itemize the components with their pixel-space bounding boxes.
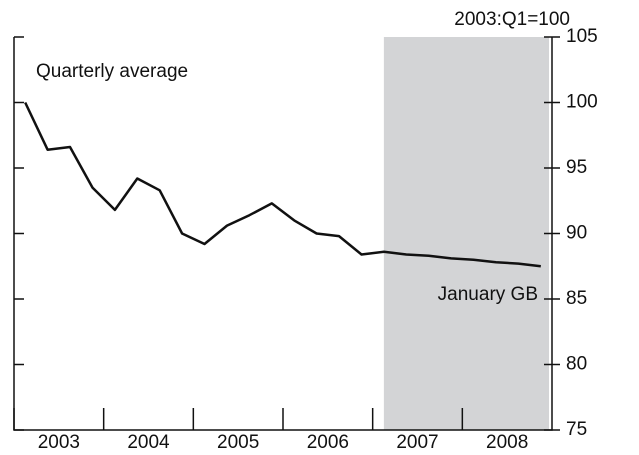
y-tick-label: 85 — [566, 288, 587, 309]
annotation: January GB — [438, 284, 538, 305]
x-tick-label: 2005 — [217, 432, 259, 453]
x-tick-label: 2006 — [307, 432, 349, 453]
y-tick-label: 95 — [566, 157, 587, 178]
y-axis-label: 2003:Q1=100 — [454, 9, 570, 30]
y-tick-label: 105 — [566, 26, 598, 47]
x-tick-label: 2003 — [38, 432, 80, 453]
x-tick-label: 2008 — [486, 432, 528, 453]
x-tick-label: 2004 — [127, 432, 170, 453]
annotation: Quarterly average — [36, 61, 188, 82]
y-tick-label: 75 — [566, 419, 587, 440]
y-tick-label: 100 — [566, 92, 598, 113]
y-tick-label: 80 — [566, 354, 587, 375]
forecast-shading — [383, 37, 549, 430]
y-tick-label: 90 — [566, 223, 587, 244]
x-tick-label: 2007 — [396, 432, 438, 453]
series-line — [24, 101, 541, 268]
